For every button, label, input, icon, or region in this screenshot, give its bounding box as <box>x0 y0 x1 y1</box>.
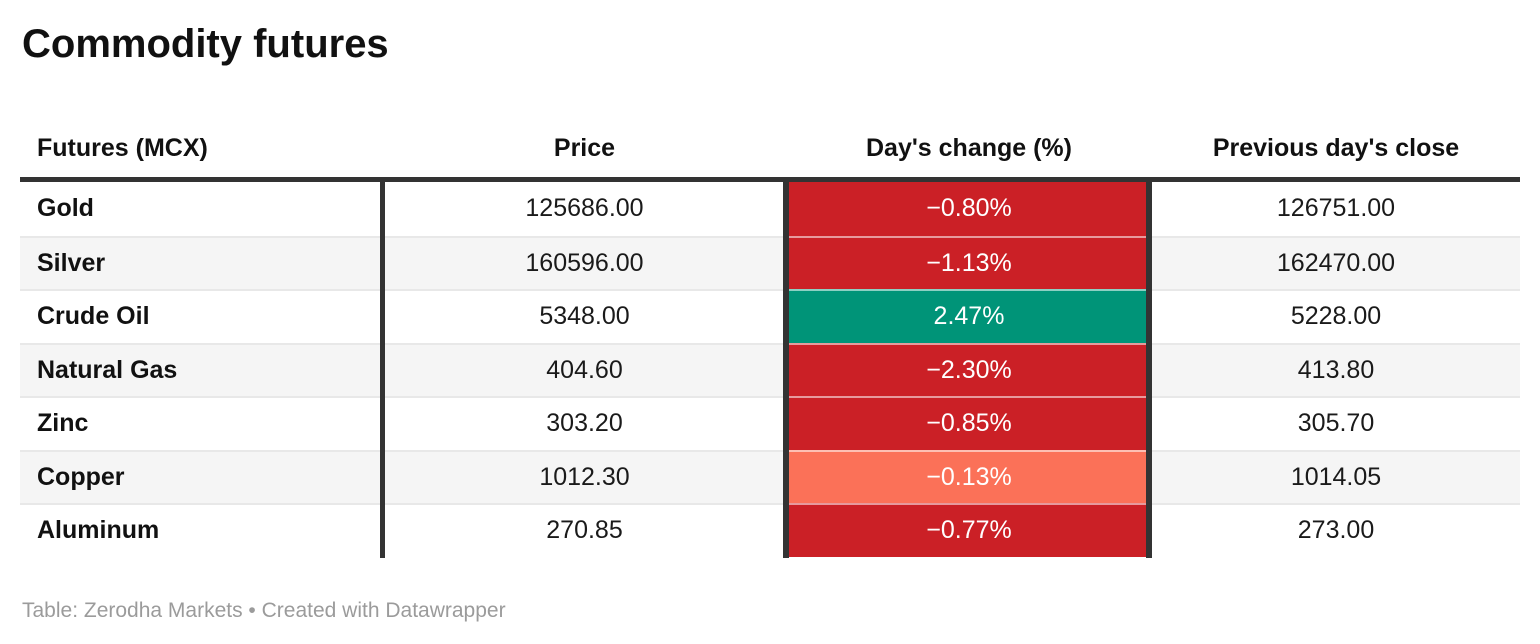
futures-name-cell: Natural Gas <box>20 342 383 397</box>
table-row: Natural Gas 404.60 −2.30% 413.80 <box>20 342 1520 397</box>
futures-name-cell: Silver <box>20 235 383 290</box>
days-change-cell: −0.77% <box>786 503 1152 557</box>
futures-name-cell: Copper <box>20 449 383 504</box>
price-cell: 404.60 <box>383 342 786 397</box>
table-row: Crude Oil 5348.00 2.47% 5228.00 <box>20 289 1520 343</box>
days-change-cell: −0.80% <box>786 182 1152 236</box>
prev-close-cell: 5228.00 <box>1152 289 1520 343</box>
futures-name-cell: Zinc <box>20 396 383 450</box>
column-header-change: Day's change (%) <box>865 134 1072 162</box>
price-cell: 125686.00 <box>525 194 644 223</box>
table-row: Silver 160596.00 −1.13% 162470.00 <box>20 235 1520 290</box>
price-cell: 160596.00 <box>383 235 786 290</box>
futures-name-cell: Crude Oil <box>20 289 383 343</box>
table-row: Zinc 303.20 −0.85% 305.70 <box>20 396 1520 450</box>
price-cell: 303.20 <box>383 396 786 450</box>
table-row: Gold 125686.00 −0.80% 126751.00 <box>20 182 1520 236</box>
price-cell: 5348.00 <box>383 289 786 343</box>
page-title: Commodity futures <box>22 22 389 66</box>
prev-close-cell: 162470.00 <box>1152 235 1520 290</box>
futures-name-cell: Aluminum <box>20 503 383 557</box>
days-change-cell: −0.13% <box>786 449 1152 503</box>
prev-close-cell: 413.80 <box>1152 342 1520 397</box>
column-divider-change-right <box>1146 177 1152 558</box>
column-header-price: Price <box>553 134 616 162</box>
source-credit: Table: Zerodha Markets • Created with Da… <box>22 598 506 622</box>
column-header-prev-close: Previous day's close <box>1212 134 1460 162</box>
days-change-cell: −0.85% <box>786 396 1152 450</box>
column-divider-change-left <box>783 177 789 558</box>
commodity-futures-table-page: Commodity futures Futures (MCX) Price Da… <box>0 20 1540 644</box>
price-cell: 1012.30 <box>383 449 786 504</box>
table-body: Gold 125686.00 −0.80% 126751.00 Silver 1… <box>20 182 1520 557</box>
days-change-cell: 2.47% <box>786 289 1152 343</box>
prev-close-cell: 273.00 <box>1152 503 1520 557</box>
prev-close-cell: 1014.05 <box>1152 449 1520 504</box>
days-change-cell: −2.30% <box>786 342 1152 396</box>
futures-table: Futures (MCX) Price Day's change (%) Pre… <box>20 120 1520 558</box>
price-cell: 270.85 <box>383 503 786 557</box>
prev-close-cell: 126751.00 <box>1276 194 1396 223</box>
prev-close-cell: 305.70 <box>1152 396 1520 450</box>
futures-name-cell: Gold <box>37 194 94 223</box>
table-header-row: Futures (MCX) Price Day's change (%) Pre… <box>20 120 1520 182</box>
column-divider-futures-price <box>380 177 385 558</box>
table-row: Copper 1012.30 −0.13% 1014.05 <box>20 449 1520 504</box>
days-change-cell: −1.13% <box>786 235 1152 289</box>
table-row: Aluminum 270.85 −0.77% 273.00 <box>20 503 1520 557</box>
column-header-futures: Futures (MCX) <box>37 134 208 162</box>
